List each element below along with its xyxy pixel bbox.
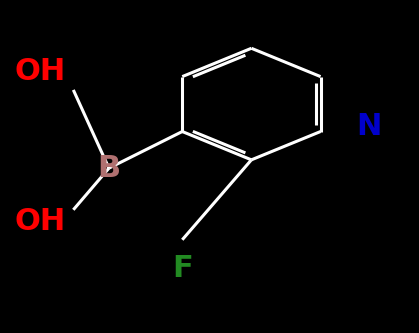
- Text: OH: OH: [14, 207, 65, 236]
- Text: B: B: [97, 154, 121, 183]
- Text: OH: OH: [14, 57, 65, 86]
- Text: F: F: [172, 253, 193, 283]
- Text: N: N: [356, 112, 381, 141]
